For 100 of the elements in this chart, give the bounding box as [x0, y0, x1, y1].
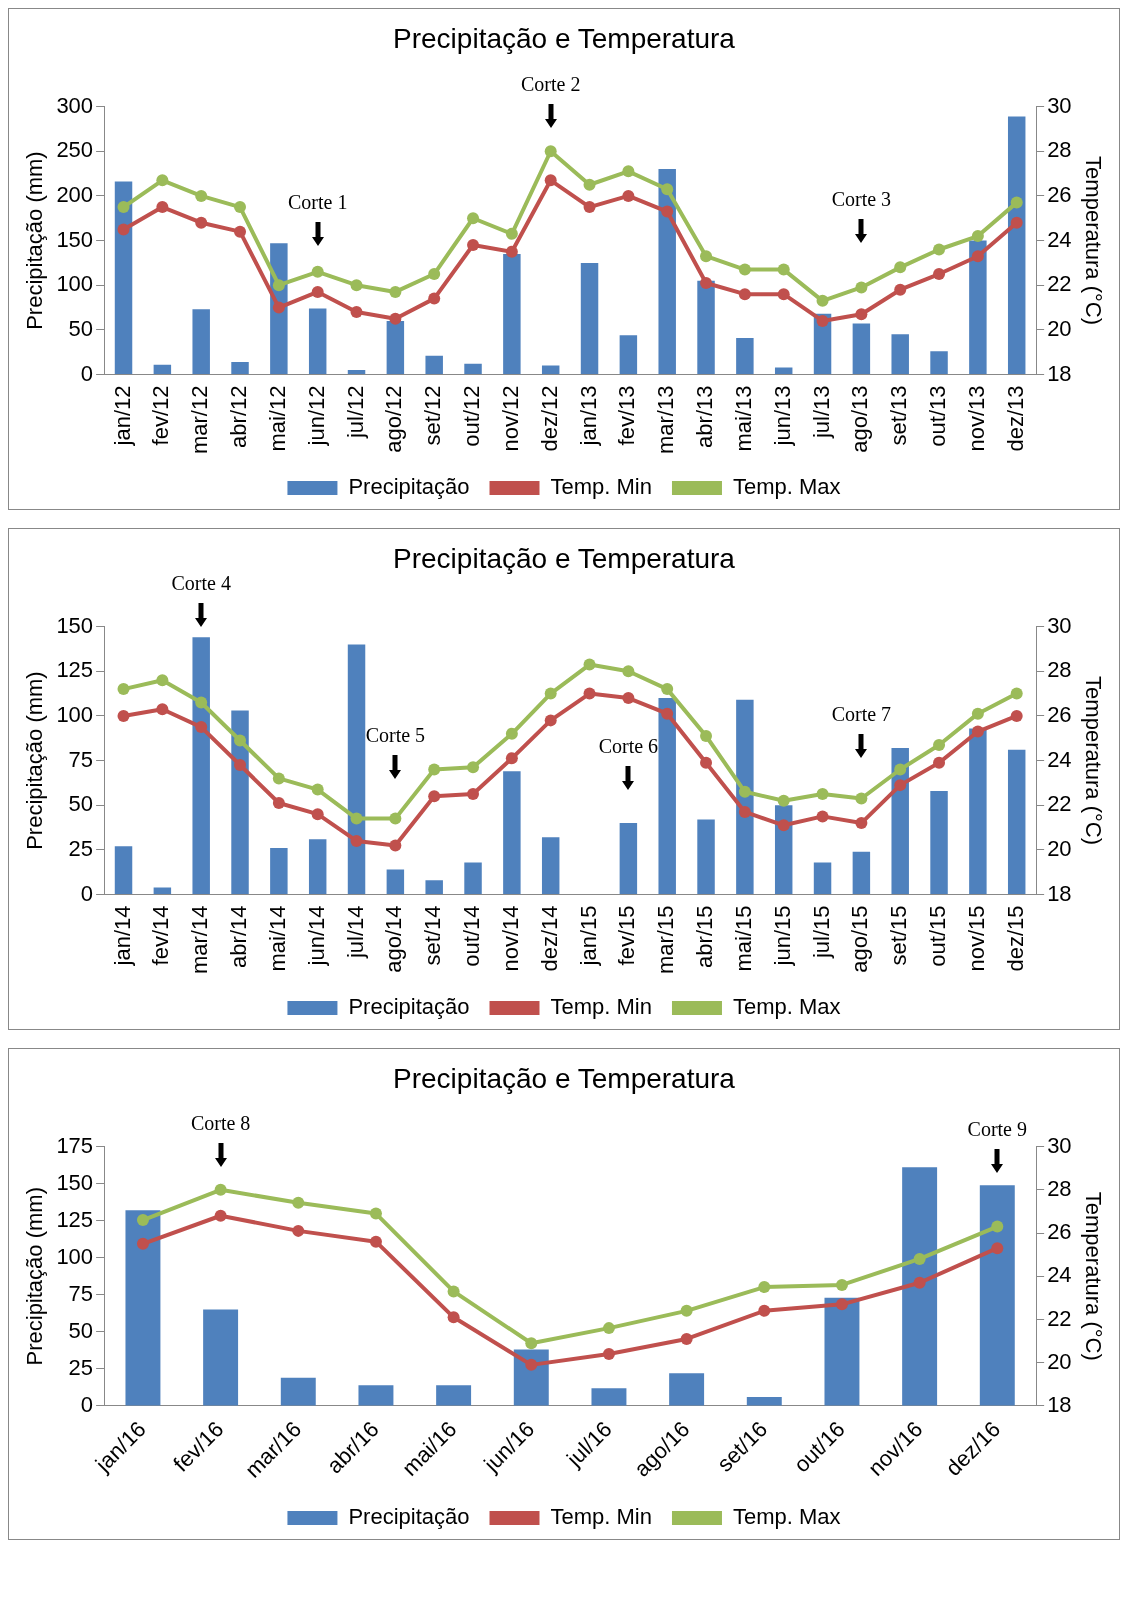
bar [347, 644, 366, 895]
x-tick-label: jul/15 [808, 905, 834, 960]
bar [270, 848, 288, 895]
y2-tick-label: 28 [1047, 137, 1072, 163]
bar [347, 370, 366, 375]
x-tick-label: nov/12 [497, 385, 523, 452]
x-tick-label: fev/14 [148, 905, 174, 966]
point [234, 225, 247, 238]
x-tick-label: nov/15 [963, 905, 989, 972]
y2-tick-label: 24 [1047, 1262, 1072, 1288]
point [661, 205, 674, 218]
point [1010, 216, 1023, 229]
text: Corte 2 [519, 72, 582, 97]
x-tick-label: set/14 [420, 905, 446, 966]
y2-tick-label: 18 [1047, 1391, 1072, 1417]
point [369, 1235, 382, 1248]
y2-tick-label: 30 [1047, 612, 1072, 638]
point [505, 245, 518, 258]
y2-tick-label: 18 [1047, 360, 1072, 386]
bar [308, 308, 327, 375]
point [544, 714, 557, 727]
point [816, 294, 829, 307]
bar [619, 335, 638, 375]
point [933, 268, 946, 281]
bar [192, 637, 210, 895]
y-tick-label: 0 [80, 360, 94, 386]
point [661, 707, 674, 720]
x-tick-label: dez/13 [1002, 385, 1028, 452]
bar [669, 1373, 705, 1406]
point [933, 738, 946, 751]
point [389, 312, 402, 325]
point [1010, 709, 1023, 722]
y-tick-label: 125 [56, 657, 94, 683]
point [913, 1276, 926, 1289]
y-tick-label: 150 [56, 612, 94, 638]
bar [541, 365, 560, 375]
bar [541, 837, 560, 895]
bar [386, 869, 405, 895]
x-tick-label: abr/15 [692, 905, 718, 968]
point [738, 288, 751, 301]
x-tick-label: mar/12 [187, 385, 213, 455]
y-tick-label: 0 [80, 1391, 94, 1417]
point [894, 261, 907, 274]
y2-tick-label: 26 [1047, 701, 1072, 727]
point [272, 796, 285, 809]
point [700, 250, 713, 263]
bar [153, 364, 172, 375]
x-tick-label: jan/12 [109, 385, 135, 447]
point [447, 1311, 460, 1324]
point [311, 808, 324, 821]
point [117, 683, 130, 696]
x-tick-label: jun/15 [769, 905, 795, 967]
point [855, 281, 868, 294]
y-tick-label: 100 [56, 271, 94, 297]
point [583, 201, 596, 214]
annotation: Corte 7 [830, 701, 893, 726]
x-tick-label: jun/14 [303, 905, 329, 967]
y-tick-label: 75 [68, 746, 94, 772]
x-tick-label: fev/13 [614, 385, 640, 446]
y-tick-label: 0 [80, 880, 94, 906]
point [350, 279, 363, 292]
point [311, 265, 324, 278]
point [389, 812, 402, 825]
y-axis-title: Precipitação (mm) [22, 671, 48, 850]
bar [153, 887, 172, 895]
point [700, 730, 713, 742]
point [583, 178, 596, 191]
point [622, 189, 635, 202]
bar [1007, 116, 1026, 375]
point [292, 1224, 305, 1237]
point [272, 301, 285, 314]
point [700, 276, 713, 289]
x-tick-label: ago/15 [847, 905, 873, 973]
y2-tick-label: 20 [1047, 1348, 1072, 1374]
y-tick-label: 125 [56, 1206, 94, 1232]
y2-tick-label: 18 [1047, 880, 1072, 906]
point [700, 756, 713, 769]
point [894, 283, 907, 296]
point [467, 239, 480, 252]
point [894, 763, 907, 776]
x-tick-label: out/12 [459, 385, 485, 447]
x-tick-label: mar/13 [653, 385, 679, 455]
point [156, 201, 169, 214]
y-tick-label: 200 [56, 181, 94, 207]
bar [824, 1297, 860, 1406]
x-tick-label: jun/12 [303, 385, 329, 447]
x-tick-label: mai/15 [730, 905, 756, 972]
point [1010, 196, 1023, 209]
point [602, 1348, 615, 1361]
point [835, 1278, 848, 1291]
legend-label: Precipitação [348, 994, 470, 1020]
point [758, 1304, 771, 1317]
bar [746, 1397, 782, 1406]
point [933, 243, 946, 256]
point [467, 761, 480, 774]
bar [736, 699, 754, 895]
point [971, 250, 984, 263]
y2-tick-label: 30 [1047, 1132, 1072, 1158]
bar [503, 253, 521, 375]
point [234, 201, 247, 214]
